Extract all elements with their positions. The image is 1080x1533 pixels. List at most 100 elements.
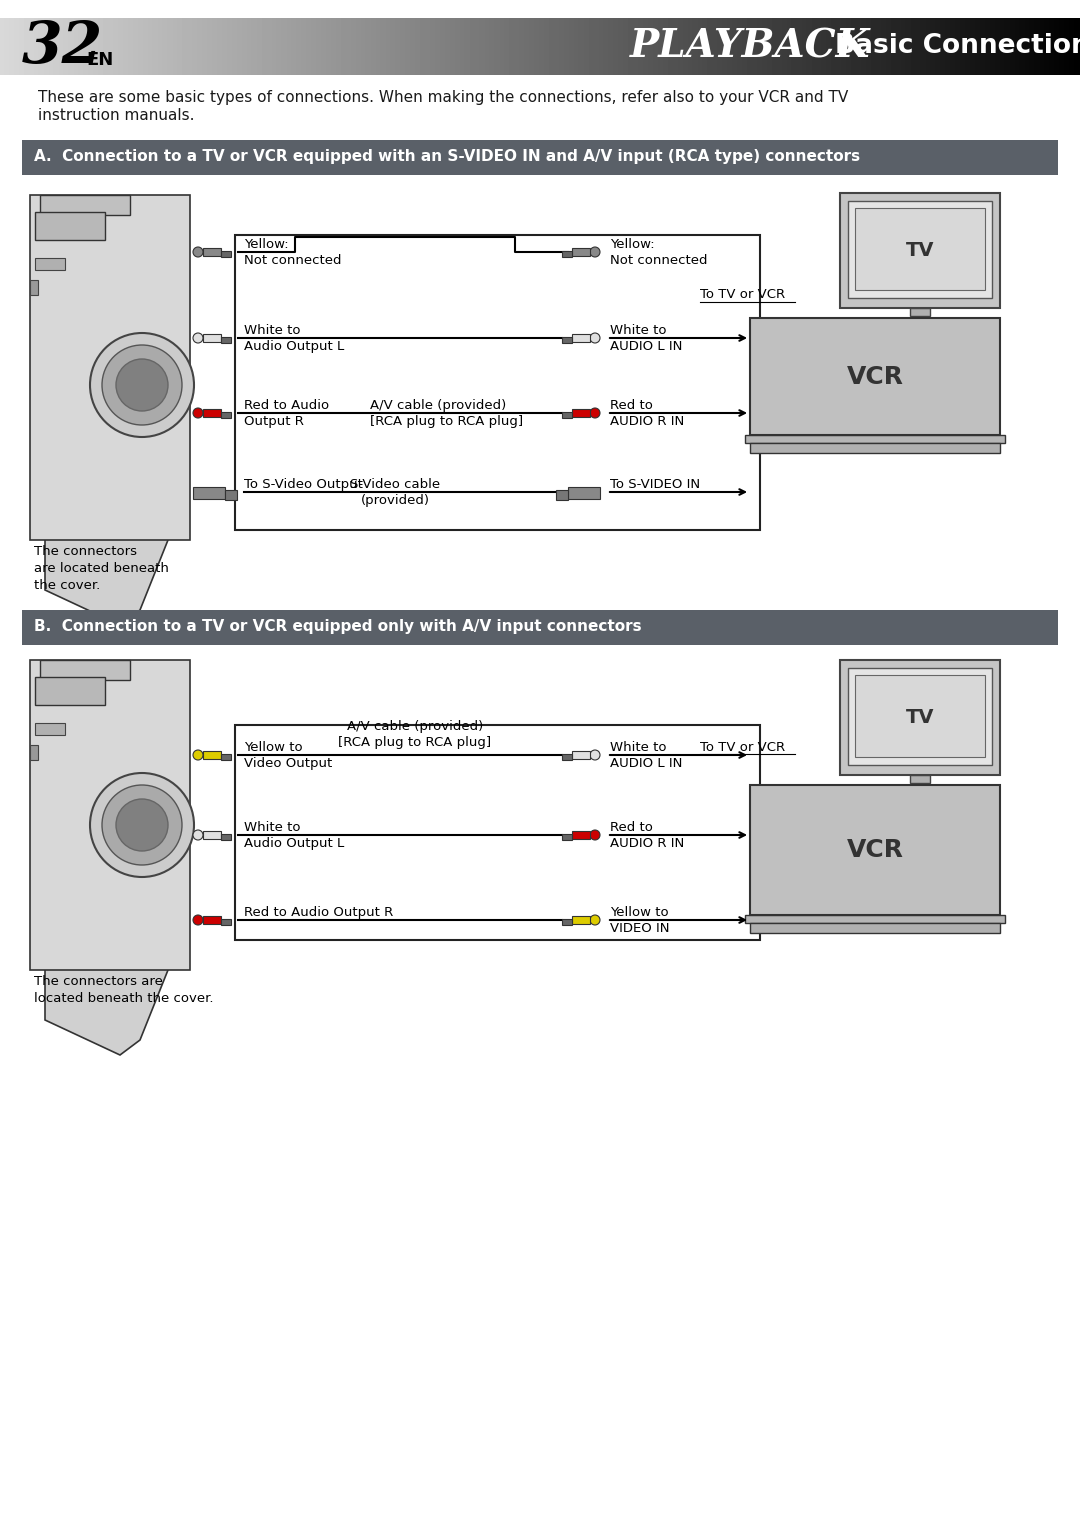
- Text: A.  Connection to a TV or VCR equipped with an S-VIDEO IN and A/V input (RCA typ: A. Connection to a TV or VCR equipped wi…: [33, 150, 860, 164]
- Bar: [203, 409, 221, 417]
- Bar: [221, 412, 231, 419]
- Bar: [855, 208, 985, 290]
- Text: 32: 32: [22, 18, 104, 75]
- Bar: [910, 308, 930, 316]
- Text: To S-Video Output: To S-Video Output: [244, 478, 363, 491]
- Text: White to
AUDIO L IN: White to AUDIO L IN: [610, 323, 683, 353]
- Text: The connectors
are located beneath
the cover.: The connectors are located beneath the c…: [33, 546, 168, 592]
- Bar: [562, 834, 572, 840]
- Bar: [22, 610, 1058, 645]
- Bar: [35, 258, 65, 270]
- Circle shape: [193, 333, 203, 343]
- Bar: [568, 487, 600, 500]
- Circle shape: [193, 915, 203, 924]
- Bar: [562, 754, 572, 760]
- Circle shape: [590, 247, 600, 258]
- Text: TV: TV: [906, 241, 934, 261]
- Text: Red to Audio
Output R: Red to Audio Output R: [244, 399, 329, 428]
- Text: EN: EN: [86, 51, 113, 69]
- Circle shape: [193, 750, 203, 760]
- Bar: [745, 435, 1005, 443]
- Circle shape: [590, 915, 600, 924]
- Bar: [848, 668, 993, 765]
- Bar: [750, 317, 1000, 435]
- Bar: [221, 834, 231, 840]
- Bar: [750, 785, 1000, 915]
- Circle shape: [590, 829, 600, 840]
- Bar: [750, 923, 1000, 934]
- Text: Red to
AUDIO R IN: Red to AUDIO R IN: [610, 399, 685, 428]
- Bar: [848, 201, 993, 297]
- Circle shape: [90, 773, 194, 877]
- Circle shape: [590, 333, 600, 343]
- Bar: [35, 678, 105, 705]
- Text: To S-VIDEO IN: To S-VIDEO IN: [610, 478, 700, 491]
- Circle shape: [102, 345, 183, 425]
- Text: Yellow to
VIDEO IN: Yellow to VIDEO IN: [610, 906, 670, 935]
- Bar: [40, 661, 130, 681]
- Bar: [35, 212, 105, 241]
- Circle shape: [193, 408, 203, 419]
- Bar: [855, 675, 985, 757]
- Circle shape: [193, 829, 203, 840]
- Bar: [35, 724, 65, 734]
- Bar: [203, 334, 221, 342]
- Bar: [556, 491, 568, 500]
- Text: S-Video cable
(provided): S-Video cable (provided): [350, 478, 440, 507]
- Bar: [572, 334, 590, 342]
- Text: To TV or VCR: To TV or VCR: [700, 288, 785, 300]
- Bar: [840, 193, 1000, 308]
- Bar: [193, 487, 225, 500]
- Bar: [572, 751, 590, 759]
- Bar: [221, 337, 231, 343]
- Text: A/V cable (provided)
[RCA plug to RCA plug]: A/V cable (provided) [RCA plug to RCA pl…: [338, 721, 491, 750]
- Text: A/V cable (provided)
[RCA plug to RCA plug]: A/V cable (provided) [RCA plug to RCA pl…: [370, 399, 523, 428]
- Bar: [895, 785, 945, 791]
- Bar: [562, 251, 572, 258]
- Bar: [22, 140, 1058, 175]
- Text: White to
Audio Output L: White to Audio Output L: [244, 822, 345, 849]
- Circle shape: [90, 333, 194, 437]
- Text: Basic Connections: Basic Connections: [835, 34, 1080, 58]
- Bar: [895, 317, 945, 323]
- Text: PLAYBACK: PLAYBACK: [630, 28, 870, 64]
- Text: Yellow:
Not connected: Yellow: Not connected: [610, 238, 707, 267]
- Text: Red to Audio Output R: Red to Audio Output R: [244, 906, 393, 918]
- Bar: [221, 251, 231, 258]
- Bar: [30, 745, 38, 760]
- Bar: [40, 195, 130, 215]
- Bar: [572, 917, 590, 924]
- Text: Yellow:
Not connected: Yellow: Not connected: [244, 238, 341, 267]
- Polygon shape: [45, 940, 180, 1055]
- Bar: [203, 831, 221, 839]
- Bar: [840, 661, 1000, 776]
- Bar: [203, 917, 221, 924]
- Bar: [30, 281, 38, 294]
- Bar: [572, 409, 590, 417]
- Circle shape: [116, 799, 168, 851]
- Text: To TV or VCR: To TV or VCR: [700, 740, 785, 754]
- Text: White to
AUDIO L IN: White to AUDIO L IN: [610, 740, 683, 770]
- Text: B.  Connection to a TV or VCR equipped only with A/V input connectors: B. Connection to a TV or VCR equipped on…: [33, 619, 642, 635]
- Text: instruction manuals.: instruction manuals.: [38, 107, 194, 123]
- Text: VCR: VCR: [847, 365, 904, 388]
- Bar: [745, 915, 1005, 923]
- Text: Red to
AUDIO R IN: Red to AUDIO R IN: [610, 822, 685, 849]
- Bar: [221, 754, 231, 760]
- Circle shape: [193, 247, 203, 258]
- Bar: [30, 195, 190, 540]
- Bar: [910, 776, 930, 783]
- Text: These are some basic types of connections. When making the connections, refer al: These are some basic types of connection…: [38, 90, 848, 104]
- Bar: [30, 661, 190, 970]
- Bar: [225, 491, 237, 500]
- Text: Yellow to
Video Output: Yellow to Video Output: [244, 740, 333, 770]
- Text: White to
Audio Output L: White to Audio Output L: [244, 323, 345, 353]
- Bar: [562, 918, 572, 924]
- Circle shape: [590, 408, 600, 419]
- Text: VCR: VCR: [847, 839, 904, 862]
- Text: The connectors are
located beneath the cover.: The connectors are located beneath the c…: [33, 975, 214, 1006]
- Bar: [572, 248, 590, 256]
- Bar: [562, 412, 572, 419]
- Bar: [562, 337, 572, 343]
- Bar: [203, 248, 221, 256]
